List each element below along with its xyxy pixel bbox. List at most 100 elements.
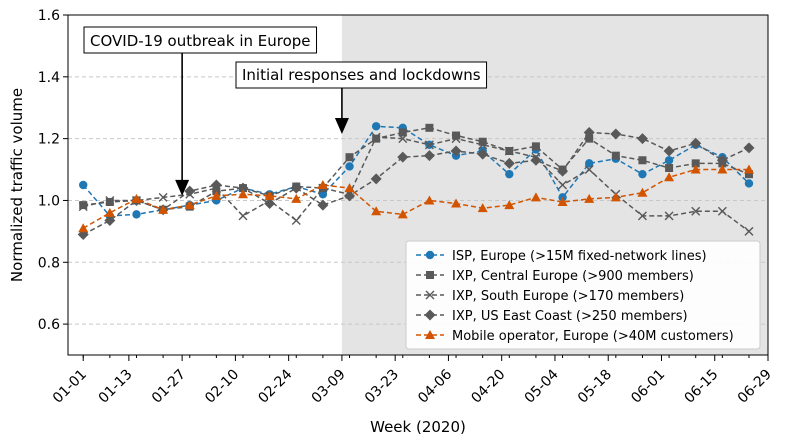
data-point <box>105 198 114 206</box>
annotation-box <box>83 26 318 54</box>
series-4 <box>77 126 755 240</box>
data-point <box>743 142 755 154</box>
data-point <box>716 154 728 166</box>
y-tick-label: 0.6 <box>38 317 60 333</box>
data-point <box>503 157 515 169</box>
data-point <box>664 156 674 165</box>
annotation-1: COVID-19 outbreak in Europe <box>83 26 318 196</box>
data-point <box>184 200 195 210</box>
data-point <box>371 132 381 142</box>
legend: ISP, Europe (>15M fixed-network lines) IX… <box>405 240 761 350</box>
annotation-text: COVID-19 outbreak in Europe <box>90 32 311 50</box>
data-point <box>637 187 648 197</box>
data-point <box>477 148 489 160</box>
data-point <box>317 180 328 189</box>
series-line <box>82 168 749 229</box>
data-point <box>131 193 142 203</box>
data-point <box>78 202 88 212</box>
data-point <box>505 169 514 179</box>
data-point <box>637 211 647 221</box>
data-point <box>690 164 701 174</box>
data-point <box>425 123 434 132</box>
data-point <box>318 190 328 199</box>
data-point <box>636 133 648 145</box>
data-point <box>665 164 674 172</box>
data-point <box>743 164 754 174</box>
legend-entry: IXP, Central Europe (>900 members) <box>416 269 694 284</box>
data-point <box>132 210 141 219</box>
legend-box <box>405 240 761 350</box>
legend-swatch-marker <box>426 271 434 279</box>
data-point <box>317 199 329 211</box>
legend-entry: ISP, Europe (>15M fixed-network lines) <box>416 249 707 264</box>
y-tick-label: 1.2 <box>38 132 60 148</box>
data-point <box>638 169 647 179</box>
legend-label: IXP, South Europe (>170 members) <box>452 289 684 304</box>
data-point <box>397 151 409 163</box>
legend-label: Mobile operator, Europe (>40M customers) <box>452 329 734 344</box>
data-point <box>104 207 115 217</box>
data-point <box>452 131 461 140</box>
data-point <box>451 198 462 208</box>
data-point <box>744 179 754 188</box>
annotation-arrow-head <box>175 179 190 196</box>
series-5 <box>78 164 754 233</box>
y-axis-label: Normalized traffic volume <box>8 88 26 282</box>
data-point <box>638 156 647 165</box>
data-point <box>610 192 621 202</box>
data-point <box>158 204 169 214</box>
data-point <box>663 145 675 157</box>
data-point <box>584 165 594 175</box>
data-point <box>690 137 702 149</box>
x-axis-label: Week (2020) <box>370 418 466 436</box>
data-point <box>238 211 248 221</box>
annotations: COVID-19 outbreak in Europe Initial respo… <box>83 26 488 196</box>
data-point <box>290 182 302 194</box>
y-tick-label: 0.8 <box>38 255 60 271</box>
data-point <box>691 159 700 168</box>
data-point <box>291 193 302 203</box>
data-point <box>450 145 462 157</box>
data-point <box>264 198 276 210</box>
data-point <box>530 192 541 202</box>
data-point <box>585 134 594 143</box>
legend-entry: IXP, South Europe (>170 members) <box>416 289 684 304</box>
plot-frame <box>67 14 769 356</box>
data-point <box>531 142 540 151</box>
data-point <box>557 197 568 206</box>
data-point <box>344 183 355 193</box>
legend-label: IXP, Central Europe (>900 members) <box>452 269 694 284</box>
data-point <box>530 154 542 166</box>
data-point <box>504 200 515 210</box>
data-point <box>583 126 595 138</box>
data-point <box>584 159 594 168</box>
annotation-arrow-head <box>334 118 349 134</box>
data-point <box>664 172 675 182</box>
data-point <box>397 209 408 219</box>
data-point <box>558 180 568 190</box>
data-point <box>211 190 222 200</box>
data-point <box>504 146 514 156</box>
data-point <box>477 203 488 213</box>
legend-swatch-marker <box>425 330 435 339</box>
data-point <box>584 193 595 203</box>
data-point <box>611 151 620 160</box>
legend-entry: Mobile operator, Europe (>40M customers) <box>416 329 734 344</box>
data-point <box>398 134 408 144</box>
data-point <box>158 192 168 202</box>
legend-label: IXP, US East Coast (>250 members) <box>452 309 688 324</box>
series-layer <box>77 122 755 240</box>
data-point <box>184 185 196 197</box>
data-point <box>451 134 461 144</box>
data-point <box>264 190 275 200</box>
data-point <box>424 140 434 150</box>
y-tick-label: 1.0 <box>38 193 60 209</box>
data-point <box>717 164 728 174</box>
legend-swatch-marker <box>424 309 436 321</box>
y-tick-label: 1.4 <box>38 70 60 86</box>
data-point <box>344 190 356 202</box>
data-point <box>478 137 487 146</box>
data-point <box>610 128 622 140</box>
data-point <box>398 128 407 137</box>
